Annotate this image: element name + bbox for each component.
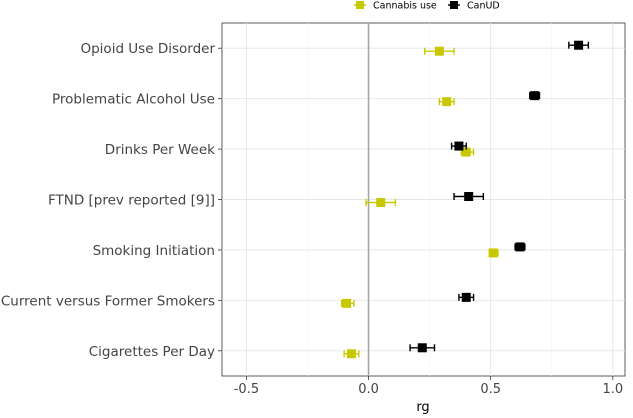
data-point-group [514, 242, 526, 252]
data-point-group [488, 248, 499, 258]
data-point-group [365, 198, 397, 207]
data-point-group [529, 91, 541, 101]
data-point-group [409, 343, 436, 353]
x-tick-label: 0.0 [358, 382, 379, 397]
data-point-group [453, 192, 485, 201]
y-tick-label: Problematic Alcohol Use [52, 92, 215, 108]
x-tick-label: -0.5 [234, 382, 259, 397]
data-point-group [568, 40, 590, 50]
data-point [574, 40, 584, 50]
y-tick-label: Opioid Use Disorder [80, 41, 215, 57]
data-marks [340, 40, 590, 359]
data-point [488, 248, 498, 258]
data-point [346, 349, 356, 359]
legend-label: Cannabis use [373, 1, 437, 12]
data-point [530, 91, 540, 101]
legend-key-point [356, 1, 364, 9]
legend-item: Cannabis use [354, 1, 437, 12]
data-point [464, 192, 474, 201]
data-point [454, 141, 464, 151]
x-tick-label: 1.0 [602, 382, 623, 397]
grid-lines [222, 23, 625, 376]
data-point [342, 298, 352, 308]
legend-item: CanUD [448, 1, 500, 12]
x-tick-label: 0.5 [480, 382, 501, 397]
data-point-group [340, 298, 355, 308]
data-point-group [424, 46, 455, 56]
legend-label: CanUD [467, 1, 500, 12]
x-axis-label: rg [416, 400, 429, 415]
data-point-group [450, 141, 467, 151]
x-axis-ticks: -0.5 0.0 0.5 1.0 [234, 376, 623, 397]
legend-key-point [450, 1, 458, 9]
data-point-group [458, 292, 475, 302]
y-tick-label: Drinks Per Week [105, 142, 215, 158]
y-tick-label: Current versus Former Smokers [1, 293, 215, 309]
data-point [417, 343, 427, 353]
data-point [515, 242, 525, 252]
y-axis-ticks: Opioid Use Disorder Problematic Alcohol U… [1, 41, 222, 360]
data-point [461, 292, 471, 302]
data-point [442, 97, 452, 107]
data-point-group [438, 97, 455, 107]
data-point [434, 46, 444, 56]
y-tick-label: Smoking Initiation [93, 243, 215, 259]
data-point [461, 147, 471, 157]
data-point-group [343, 349, 360, 359]
data-point [376, 198, 386, 207]
legend: Cannabis use CanUD [354, 1, 500, 12]
y-tick-label: Cigarettes Per Day [89, 344, 215, 360]
y-tick-label: FTND [prev reported [9]] [48, 193, 215, 209]
